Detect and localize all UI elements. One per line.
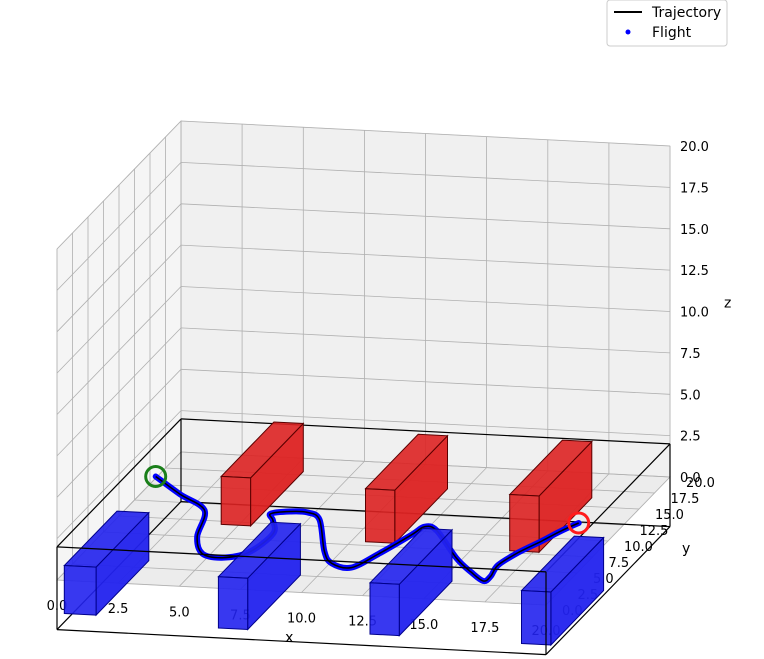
blue-obstacle <box>217 521 302 631</box>
z-tick-label: 0.0 <box>680 471 701 486</box>
scene <box>56 418 671 656</box>
z-tick-label: 7.5 <box>680 347 701 362</box>
obstacle-front-face <box>509 493 540 553</box>
blue-obstacle <box>368 527 454 637</box>
legend: Trajectory Flight <box>606 0 728 47</box>
legend-trajectory-label: Trajectory <box>651 5 721 21</box>
red-obstacle <box>508 439 593 554</box>
bounding-box-edge <box>56 629 547 656</box>
obstacle-front-face <box>521 589 552 646</box>
grid-line-y <box>165 137 655 494</box>
bounding-box-edge <box>180 418 671 445</box>
y-axis-label: y <box>682 541 690 557</box>
bounding-box-edge <box>545 526 671 656</box>
blue-obstacle <box>63 510 150 617</box>
x-tick-label: 10.0 <box>287 612 316 627</box>
x-tick-label: 2.5 <box>108 602 129 617</box>
grid-line-z <box>56 120 671 250</box>
z-axis-label: z <box>724 296 731 312</box>
y-tick-label: 17.5 <box>671 492 700 507</box>
z-tick-label: 12.5 <box>680 264 709 279</box>
x-tick-label: 5.0 <box>169 605 190 620</box>
y-tick-label: 7.5 <box>609 556 630 571</box>
obstacle-front-face <box>369 582 400 637</box>
legend-flight-label: Flight <box>652 25 692 41</box>
obstacle-front-face <box>220 475 252 527</box>
goal-marker <box>567 511 591 535</box>
bounding-box-edge <box>56 546 547 573</box>
bounding-box-edge <box>56 418 182 548</box>
z-tick-label: 10.0 <box>680 306 709 321</box>
start-marker <box>144 465 168 488</box>
grid-line-y <box>134 169 624 526</box>
red-obstacle <box>364 433 449 545</box>
x-tick-label: 15.0 <box>409 618 438 633</box>
blue-obstacle <box>520 535 605 647</box>
y-tick-label: 10.0 <box>624 540 653 555</box>
z-tick-label: 20.0 <box>680 140 709 155</box>
z-tick-label: 17.5 <box>680 181 709 196</box>
z-tick-label: 2.5 <box>680 430 701 445</box>
x-tick-label: 17.5 <box>470 621 499 636</box>
x-axis-label: x <box>285 630 293 646</box>
y-tick-label: 20.0 <box>686 476 715 491</box>
trajectory-line <box>155 475 579 582</box>
legend-flight-swatch <box>625 29 631 35</box>
obstacle-front-face <box>365 488 396 544</box>
z-tick-label: 15.0 <box>680 223 709 238</box>
red-obstacle <box>220 421 305 528</box>
obstacle-front-face <box>63 564 97 616</box>
z-tick-label: 5.0 <box>680 388 701 403</box>
obstacle-front-face <box>217 576 249 631</box>
